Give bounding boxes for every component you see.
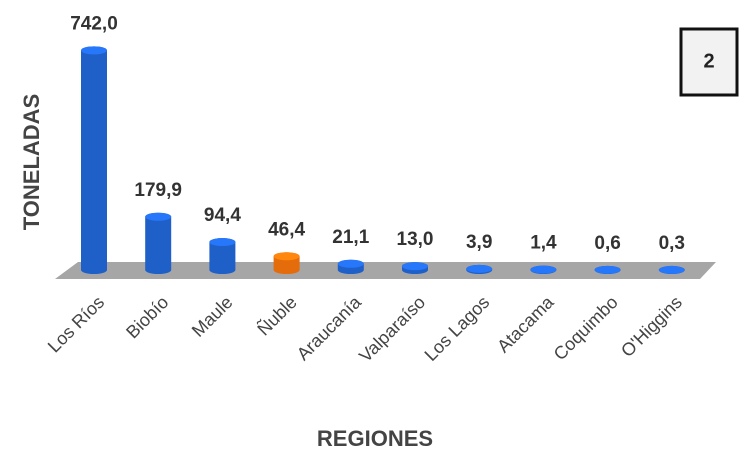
value-label: 3,9 <box>466 232 492 253</box>
x-axis-title: REGIONES <box>317 426 433 451</box>
bar-top <box>209 238 236 247</box>
x-tick-label: Maule <box>188 292 237 341</box>
value-label: 742,0 <box>70 13 118 34</box>
bar-top <box>273 252 300 261</box>
bar-top <box>658 265 685 274</box>
x-tick-label: Valparaíso <box>355 292 429 366</box>
bar-top <box>594 265 621 274</box>
value-label: 1,4 <box>530 233 557 254</box>
bar-top <box>466 264 493 273</box>
value-label: 13,0 <box>397 229 434 250</box>
x-tick-label: Coquimbo <box>550 292 622 364</box>
bar-top <box>145 212 172 221</box>
bar-top <box>530 265 557 274</box>
x-tick-label: Araucanía <box>293 291 366 364</box>
value-label: 0,3 <box>659 233 685 254</box>
x-tick-label: Los Lagos <box>420 292 493 365</box>
x-tick-label: Biobío <box>122 292 172 342</box>
value-label: 94,4 <box>204 205 241 226</box>
value-label: 21,1 <box>332 227 369 248</box>
bar-top <box>337 259 364 268</box>
value-label: 179,9 <box>134 180 182 201</box>
x-tick-label: Ñuble <box>253 291 301 339</box>
x-tick-label: Los Ríos <box>44 292 108 356</box>
y-axis-title: TONELADAS <box>19 94 44 231</box>
x-tick-label: Atacama <box>493 291 558 356</box>
annotation-box <box>679 27 739 97</box>
bar <box>81 46 107 274</box>
bar <box>145 212 172 274</box>
annotation: 2 <box>703 50 714 72</box>
value-label: 46,4 <box>268 219 305 240</box>
bar-top <box>402 262 428 271</box>
value-label: 0,6 <box>594 233 620 254</box>
bar <box>209 238 236 274</box>
bar-top <box>81 46 107 55</box>
x-tick-label: O'Higgins <box>617 292 686 361</box>
